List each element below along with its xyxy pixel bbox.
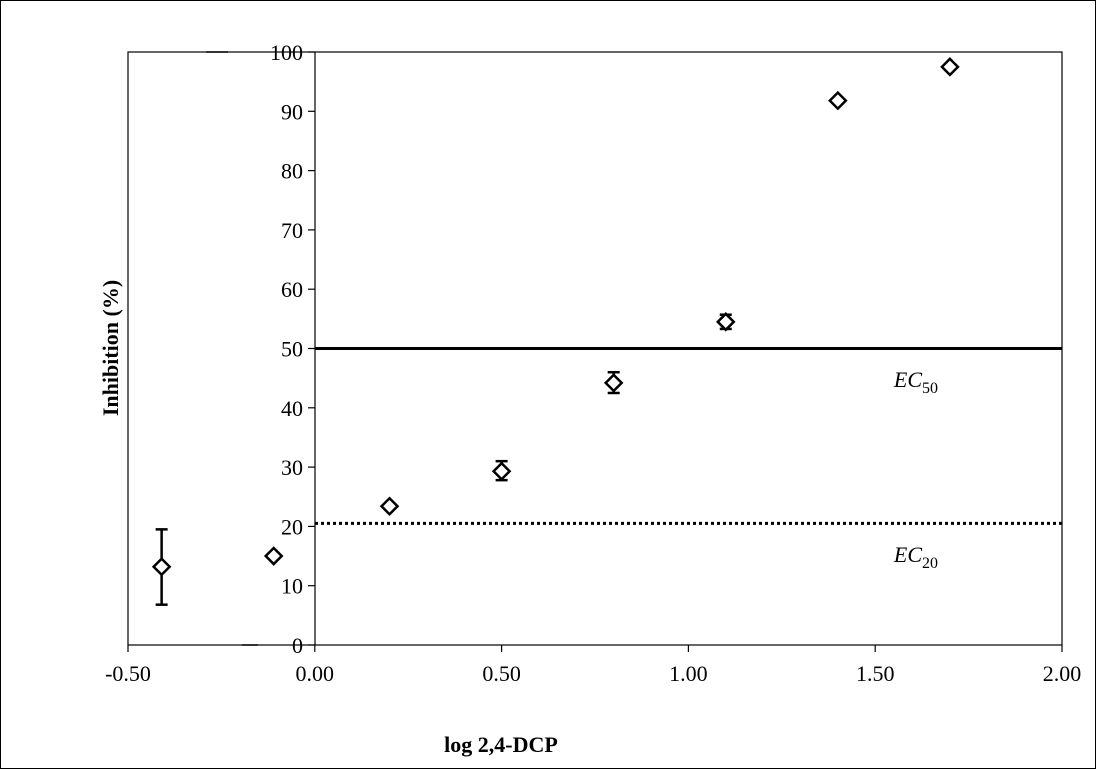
x-tick-label: 1.00 bbox=[669, 661, 708, 686]
y-tick-label: 30 bbox=[281, 455, 303, 480]
data-point bbox=[715, 312, 736, 332]
diamond-marker bbox=[940, 57, 960, 77]
y-tick-label: 50 bbox=[281, 337, 303, 362]
x-axis-title: log 2,4-DCP bbox=[444, 732, 558, 757]
diamond-marker bbox=[379, 496, 400, 517]
diamond-marker bbox=[263, 546, 284, 566]
data-point bbox=[379, 496, 400, 517]
y-tick-label: 90 bbox=[281, 99, 303, 124]
data-point bbox=[828, 90, 848, 111]
y-axis-title: Inhibition (%) bbox=[98, 280, 123, 416]
x-tick-label: 1.50 bbox=[856, 661, 895, 686]
diamond-marker bbox=[491, 461, 512, 482]
y-tick-label: 20 bbox=[281, 514, 303, 539]
data-point bbox=[491, 459, 512, 482]
y-tick-label: 10 bbox=[281, 574, 303, 599]
y-tick-label: 40 bbox=[281, 396, 303, 421]
y-tick-label: 70 bbox=[281, 218, 303, 243]
y-tick-label: 80 bbox=[281, 159, 303, 184]
reference-lines: EC50 EC20 bbox=[315, 347, 1062, 572]
x-tick-label: 2.00 bbox=[1043, 661, 1082, 686]
y-tick-label: 0 bbox=[292, 633, 303, 658]
diamond-marker bbox=[151, 556, 172, 577]
x-tick-label: -0.50 bbox=[105, 661, 151, 686]
data-point bbox=[603, 370, 624, 395]
data-point bbox=[263, 546, 284, 566]
data-points bbox=[151, 57, 960, 606]
y-tick-label: 100 bbox=[270, 40, 303, 65]
diamond-marker bbox=[715, 312, 736, 332]
y-tick-label: 60 bbox=[281, 277, 303, 302]
axes: -0.50 0.00 0.50 1.00 1.50 2.00 0 10 20 30 40 50 60 70… bbox=[105, 40, 1081, 686]
x-tick-label: 0.00 bbox=[296, 661, 335, 686]
diamond-marker bbox=[828, 90, 848, 111]
reference-label-20: EC20 bbox=[893, 542, 938, 572]
data-point bbox=[940, 57, 960, 77]
data-point bbox=[151, 528, 172, 606]
diamond-marker bbox=[603, 373, 624, 393]
reference-label-50: EC50 bbox=[893, 367, 938, 397]
x-tick-label: 0.50 bbox=[482, 661, 521, 686]
